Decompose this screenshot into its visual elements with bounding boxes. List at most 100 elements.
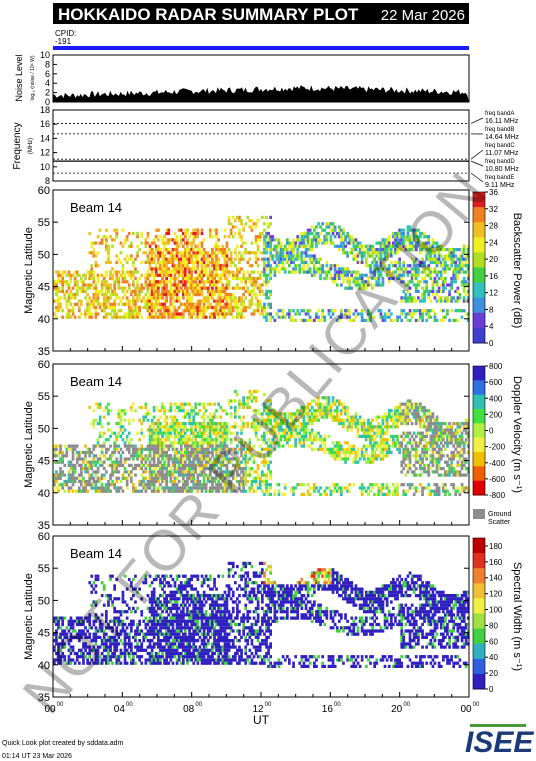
heatmap-cell [117,296,121,300]
heatmap-cell [373,450,376,455]
heatmap-cell [236,315,239,319]
heatmap-cell [59,457,62,461]
heatmap-cell [150,286,154,290]
heatmap-cell [184,264,187,268]
heatmap-cell [136,299,139,303]
heatmap-cell [369,315,372,319]
heatmap-cell [125,289,129,293]
heatmap-cell [125,302,129,306]
heatmap-cell [365,244,368,248]
heatmap-cell [356,425,360,429]
heatmap-cell [98,418,102,422]
heatmap-cell [300,318,304,322]
heatmap-cell [194,228,198,232]
heatmap-cell [94,473,98,477]
heatmap-cell [163,409,166,413]
heatmap-cell [200,254,204,258]
heatmap-cell [373,273,376,277]
heatmap-cell [67,312,71,316]
heatmap-cell [221,315,225,319]
heatmap-cell [360,276,364,281]
heatmap-cell [238,267,241,271]
heatmap-cell [173,438,177,442]
heatmap-cell [184,293,187,297]
heatmap-cell [348,318,352,322]
heatmap-cell [121,276,125,281]
heatmap-cell [144,454,148,458]
heatmap-cell [387,444,391,448]
heatmap-cell [148,441,152,445]
heatmap-cell [154,305,158,310]
heatmap-cell [317,235,320,239]
heatmap-cell [252,286,256,290]
heatmap-cell [335,483,339,487]
heatmap-cell [61,286,64,290]
heatmap-cell [408,225,412,229]
heatmap-cell [383,238,387,242]
heatmap-cell [88,483,92,487]
heatmap-cell [190,267,193,271]
heatmap-cell [340,444,343,448]
heatmap-cell [123,273,127,277]
heatmap-cell [130,254,133,258]
heatmap-cell [175,276,179,281]
heatmap-cell [456,289,460,293]
heatmap-cell [204,409,208,413]
heatmap-cell [100,447,104,451]
heatmap-cell [86,302,89,306]
heatmap-cell [271,235,275,239]
heatmap-cell [169,289,173,293]
heatmap-cell [354,276,358,281]
heatmap-cell [252,270,256,274]
heatmap-cell [281,251,285,255]
heatmap-cell [105,241,108,245]
heatmap-cell [130,257,133,261]
heatmap-cell [292,251,295,255]
heatmap-cell [86,470,89,474]
heatmap-cell [67,489,71,493]
heatmap-cell [271,248,275,252]
heatmap-cell [136,270,139,274]
title-banner [53,3,469,24]
heatmap-cell [265,293,268,297]
heatmap-cell [352,270,356,274]
heatmap-cell [392,251,395,255]
heatmap-cell [175,309,179,313]
heatmap-cell [414,235,418,239]
noise-ytick-label: 4 [45,78,50,88]
heatmap-cell [154,280,158,284]
heatmap-cell [360,489,364,493]
heatmap-cell [265,264,268,268]
heatmap-cell [67,460,71,464]
heatmap-cell [215,299,218,303]
heatmap-cell [73,479,77,484]
heatmap-cell [396,244,399,248]
heatmap-cell [119,457,123,461]
heatmap-cell [421,260,424,264]
heatmap-cell [335,270,339,274]
heatmap-cell [346,309,349,313]
heatmap-cell [306,270,310,274]
heatmap-cell [192,305,196,310]
heatmap-cell [57,296,60,300]
heatmap-cell [350,425,354,429]
heatmap-cell [92,476,96,480]
heatmap-cell [150,270,154,274]
heatmap-cell [356,254,360,258]
heatmap-cell [71,293,75,297]
heatmap-cell [450,296,453,300]
heatmap-cell [234,286,237,290]
heatmap-cell [96,280,100,284]
heatmap-cell [144,412,148,416]
heatmap-cell [402,260,406,264]
heatmap-cell [148,470,152,474]
heatmap-cell [365,280,368,284]
colorbar-tick-label: 36 [489,188,498,197]
heatmap-cell [263,315,266,319]
heatmap-cell [138,447,141,451]
heatmap-cell [211,276,214,281]
heatmap-cell [427,309,431,313]
heatmap-cell [458,254,462,258]
heatmap-cell [431,260,435,264]
